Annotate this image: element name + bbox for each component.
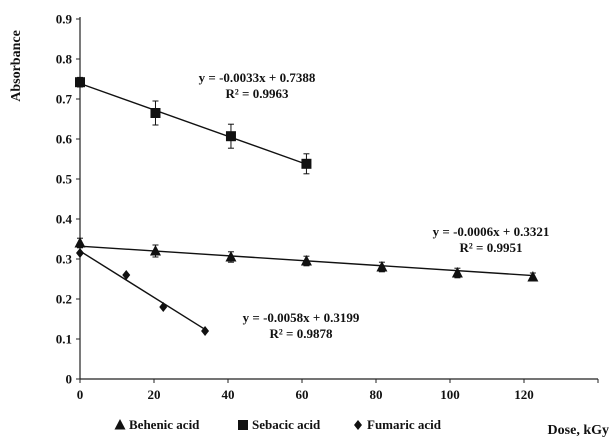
- y-tick-label: 0.8: [56, 52, 73, 67]
- data-point: [376, 261, 388, 272]
- trend-lines: [79, 82, 533, 331]
- y-tick-label: 0.9: [56, 12, 73, 27]
- legend-marker: [114, 419, 126, 430]
- y-tick-label: 0.6: [56, 132, 73, 147]
- trend-line: [79, 250, 206, 331]
- x-axis-label: Dose, kGy: [548, 423, 609, 438]
- legend-label: Fumaric acid: [367, 417, 442, 432]
- data-point: [159, 302, 168, 312]
- y-tick-label: 0.3: [56, 252, 73, 267]
- y-tick-label: 0.5: [56, 172, 73, 187]
- r-squared-label: R² = 0.9951: [460, 240, 523, 255]
- y-tick-label: 0.2: [56, 292, 72, 307]
- legend-label: Sebacic acid: [252, 417, 321, 432]
- data-point: [75, 77, 85, 88]
- legend-marker: [238, 420, 248, 430]
- x-tick-label: 120: [514, 387, 534, 402]
- data-point: [122, 270, 131, 280]
- data-point: [76, 248, 84, 258]
- y-axis-label: Absorbance: [9, 30, 24, 102]
- y-tick-label: 0: [66, 372, 73, 387]
- data-point: [149, 245, 161, 256]
- data-point: [225, 251, 237, 262]
- r-squared-label: R² = 0.9963: [226, 86, 289, 101]
- y-tick-label: 0.7: [56, 92, 73, 107]
- x-tick-label: 100: [440, 387, 460, 402]
- x-tick-label: 20: [148, 387, 161, 402]
- x-tick-label: 0: [77, 387, 84, 402]
- data-point: [300, 255, 312, 266]
- legend-marker: [354, 420, 362, 430]
- trend-equation: y = -0.0006x + 0.3321: [433, 224, 550, 239]
- data-point: [225, 131, 236, 142]
- x-tick-label: 60: [296, 387, 309, 402]
- data-markers: [74, 77, 539, 336]
- axes: 0 0.1 0.2 0.3 0.4 0.5 0.6 0.7 0.8 0.9 0 20 40 60 80 100…: [9, 12, 609, 439]
- trend-equation: y = -0.0033x + 0.7388: [199, 70, 316, 85]
- x-tick-label: 80: [370, 387, 383, 402]
- data-point: [150, 108, 161, 118]
- y-tick-label: 0.4: [56, 212, 73, 227]
- data-point: [527, 271, 539, 282]
- trend-equation: y = -0.0058x + 0.3199: [243, 310, 360, 325]
- x-tick-label: 40: [222, 387, 235, 402]
- y-tick-label: 0.1: [56, 332, 72, 347]
- trend-line: [79, 82, 307, 165]
- data-point: [451, 267, 463, 278]
- data-point: [74, 237, 86, 248]
- legend: Behenic acid Sebacic acid Fumaric acid: [114, 417, 442, 432]
- data-point: [301, 158, 312, 169]
- legend-label: Behenic acid: [129, 417, 200, 432]
- r-squared-label: R² = 0.9878: [270, 326, 333, 341]
- data-point: [201, 326, 210, 336]
